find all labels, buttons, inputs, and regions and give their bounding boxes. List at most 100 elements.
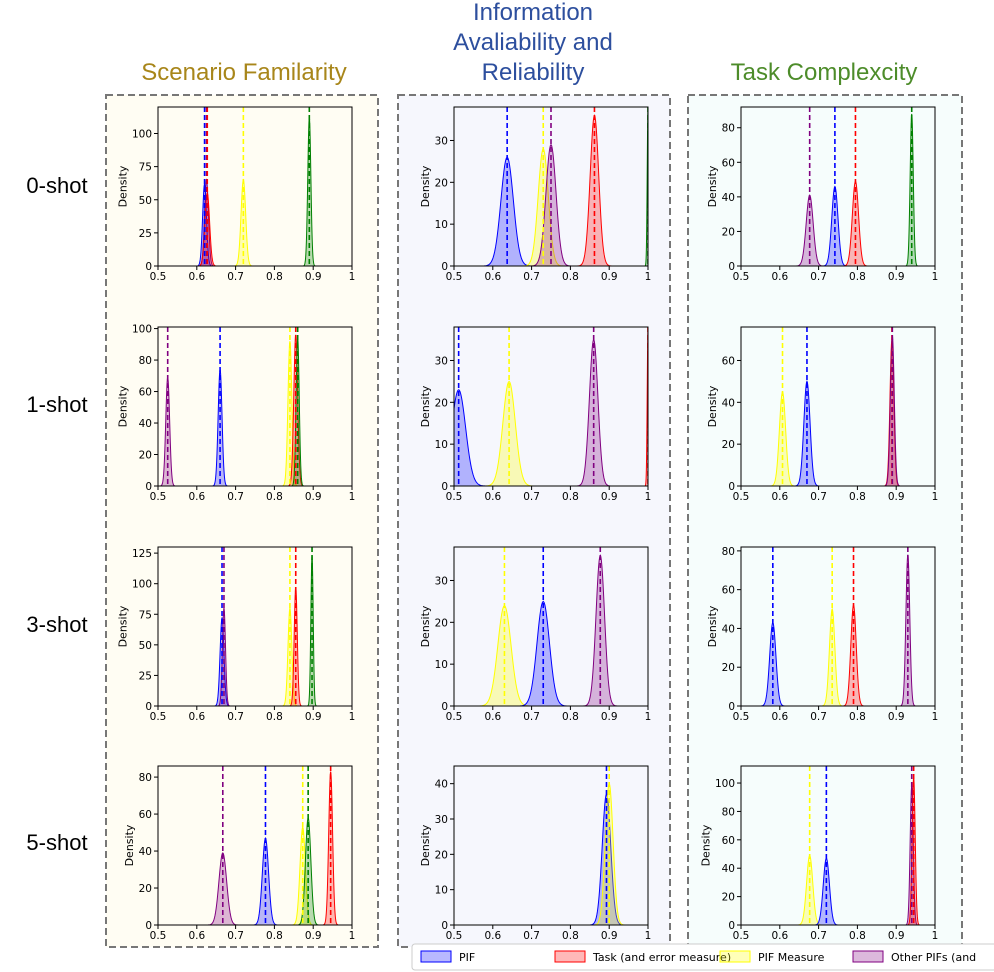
x-tick-label: 0.8: [562, 930, 579, 942]
y-tick-label: 0: [441, 261, 448, 273]
x-tick-label: 1: [349, 930, 356, 942]
y-axis-label: Density: [706, 605, 719, 647]
y-tick-label: 30: [435, 355, 448, 367]
y-tick-label: 100: [132, 129, 152, 141]
y-tick-label: 80: [722, 806, 735, 818]
density-curve-pif: [518, 600, 569, 706]
plot-contents: [760, 547, 916, 706]
x-tick-label: 0.9: [888, 271, 905, 283]
y-tick-label: 20: [722, 226, 735, 238]
density-area-pif: [589, 794, 624, 925]
y-tick-label: 0: [441, 481, 448, 493]
plot-contents: [159, 327, 304, 486]
legend-swatch: [852, 950, 884, 963]
plot-contents: [795, 107, 919, 266]
y-axis-label: Density: [700, 824, 713, 866]
x-tick-label: 1: [349, 271, 356, 283]
density-curve-other: [530, 143, 572, 266]
y-axis-label: Density: [117, 385, 130, 427]
x-tick-label: 0.9: [305, 271, 322, 283]
column-box: [105, 94, 379, 948]
density-curve-extra: [905, 113, 919, 266]
plot-contents: [454, 327, 648, 486]
y-tick-label: 40: [722, 863, 735, 875]
density-panel: 0.5 0.6 0.7 0.8 0.9 1 0 20 40 60 80 100 Density: [700, 765, 938, 942]
density-curve-pif-measure: [821, 607, 844, 706]
column-title: Reliability: [482, 59, 585, 86]
density-panel: 0.5 0.6 0.7 0.8 0.9 1 0 20 40 60 Density: [706, 326, 939, 503]
y-tick-label: 40: [722, 623, 735, 635]
x-tick-label: 0.6: [484, 711, 501, 723]
x-tick-label: 1: [645, 271, 652, 283]
density-area-task: [907, 777, 920, 925]
y-tick-label: 0: [145, 701, 152, 713]
x-tick-label: 0.6: [484, 271, 501, 283]
x-tick-label: 0.6: [188, 491, 205, 503]
axes-frame: [453, 546, 649, 707]
y-tick-label: 20: [435, 849, 448, 861]
axes-frame: [157, 546, 353, 707]
x-tick-label: 0.8: [562, 271, 579, 283]
x-tick-label: 0.8: [562, 711, 579, 723]
x-tick-label: 0.5: [150, 711, 167, 723]
plot-contents: [589, 766, 625, 925]
y-tick-label: 50: [139, 640, 152, 652]
density-area-pif-measure: [821, 609, 844, 706]
density-curve-task: [322, 771, 339, 925]
legend-swatch: [420, 950, 452, 963]
x-tick-label: 0.7: [810, 491, 827, 503]
x-tick-label: 0.8: [849, 271, 866, 283]
column-title: Information: [473, 0, 593, 26]
x-tick-label: 0.7: [227, 491, 244, 503]
y-tick-label: 0: [441, 920, 448, 932]
legend-swatch: [719, 950, 751, 963]
y-tick-label: 20: [435, 397, 448, 409]
density-area-pif-measure: [770, 391, 795, 486]
y-tick-label: 20: [139, 883, 152, 895]
x-tick-label: 0.9: [305, 930, 322, 942]
x-tick-label: 0.7: [227, 271, 244, 283]
density-panel: 0.5 0.6 0.7 0.8 0.9 1 0 20 40 60 80 Density: [706, 546, 938, 723]
x-tick-label: 0.9: [601, 711, 618, 723]
y-tick-label: 10: [435, 219, 448, 231]
y-tick-label: 100: [132, 324, 152, 336]
density-area-extra: [291, 338, 304, 486]
y-tick-label: 0: [145, 920, 152, 932]
density-area-pif-measure: [282, 608, 298, 706]
column-title: Avaliability and: [453, 29, 613, 56]
x-tick-label: 0.9: [601, 930, 618, 942]
row-label: 3-shot: [26, 612, 87, 637]
axes-frame: [157, 326, 353, 487]
x-tick-label: 0.5: [446, 491, 463, 503]
x-tick-label: 0.7: [810, 271, 827, 283]
y-tick-label: 60: [722, 157, 735, 169]
y-tick-label: 0: [145, 261, 152, 273]
x-tick-label: 1: [645, 491, 652, 503]
y-tick-label: 0: [728, 701, 735, 713]
x-tick-label: 1: [349, 491, 356, 503]
y-tick-label: 0: [728, 481, 735, 493]
y-tick-label: 60: [722, 835, 735, 847]
plot-contents: [482, 107, 648, 266]
density-panel: 0.5 0.6 0.7 0.8 0.9 1 0 25 50 75 100 Density: [117, 106, 356, 283]
density-panel: 0.5 0.6 0.7 0.8 0.9 1 0 25 50 75 100 125 Density: [117, 546, 355, 723]
density-area-task: [644, 327, 648, 486]
x-tick-label: 0.9: [305, 491, 322, 503]
column-backgrounds: [105, 94, 963, 948]
x-tick-label: 0.5: [446, 271, 463, 283]
x-tick-label: 0.7: [227, 930, 244, 942]
y-tick-label: 20: [139, 450, 152, 462]
y-axis-label: Density: [419, 605, 432, 647]
y-tick-label: 25: [139, 228, 152, 240]
axes-frame: [453, 326, 649, 487]
y-tick-label: 80: [722, 546, 735, 558]
y-tick-label: 25: [139, 670, 152, 682]
x-tick-label: 0.7: [523, 491, 540, 503]
legend: PIF Task (and error measure) PIF Measure Ot…: [411, 943, 994, 971]
x-tick-label: 1: [932, 491, 939, 503]
y-tick-label: 40: [435, 779, 448, 791]
